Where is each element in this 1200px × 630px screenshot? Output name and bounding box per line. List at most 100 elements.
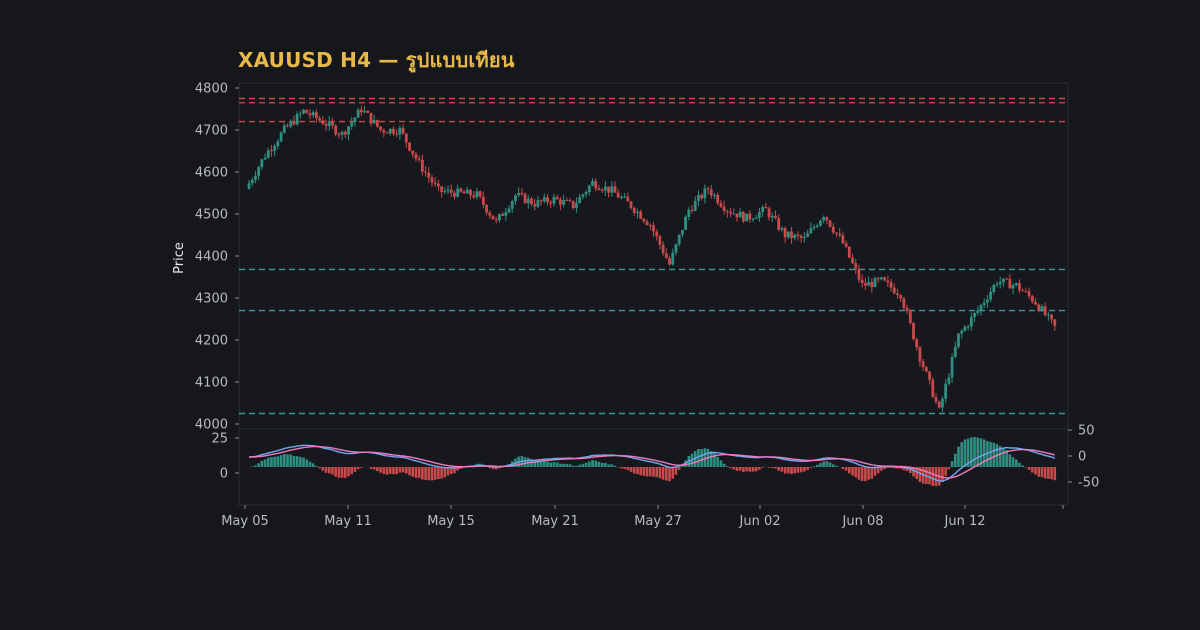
candle-body [632, 207, 636, 213]
candle-body [603, 186, 607, 191]
macd-histogram-bar [1021, 465, 1024, 467]
macd-histogram-bar [854, 467, 858, 478]
candle-body [437, 183, 440, 187]
signal-line [249, 445, 1055, 479]
candle-body [420, 159, 424, 172]
macd-histogram-bar [947, 467, 951, 470]
candle-body [658, 236, 662, 245]
candle-body [433, 182, 437, 184]
macd-histogram-bar [681, 465, 684, 467]
candle-body [289, 121, 293, 127]
candle-body [835, 232, 838, 234]
candle-body [382, 130, 386, 133]
macd-histogram-bar [289, 454, 293, 467]
candle-body [957, 333, 960, 347]
candle-body [353, 117, 357, 123]
macd-histogram-bar [340, 467, 344, 478]
candle-body [973, 313, 976, 318]
macd-histogram-bar [257, 463, 260, 467]
candle-body [870, 282, 874, 288]
macd-histogram-bar [405, 467, 408, 474]
candle-body [1002, 278, 1005, 283]
macd-histogram-bar [1027, 467, 1031, 470]
candle-body [992, 284, 996, 292]
macd-histogram-bar [976, 437, 980, 467]
macd-histogram-bar [758, 467, 761, 470]
candle-body [664, 253, 668, 259]
macd-histogram-bar [896, 467, 899, 469]
macd-histogram-bar [440, 467, 443, 479]
candle-body [860, 279, 864, 284]
y-tick-label: 4300 [195, 292, 228, 307]
candle-body [282, 125, 286, 133]
macd-histogram-bar [578, 464, 581, 467]
macd-histogram-bar [1002, 447, 1005, 467]
candle-body [918, 347, 922, 362]
macd-histogram-bar [909, 467, 912, 474]
macd-histogram-bar [902, 467, 906, 471]
candle-body [828, 220, 832, 227]
candle-body [677, 234, 681, 245]
macd-histogram-bar [533, 460, 537, 467]
candle-body [1011, 284, 1015, 289]
macd-histogram-bar [626, 467, 630, 471]
candle-body [578, 196, 582, 204]
macd-histogram-bar [982, 439, 986, 467]
candle-body [520, 192, 524, 194]
macd-histogram-bar [334, 467, 337, 477]
candle-body [774, 215, 777, 219]
macd-histogram-bar [286, 454, 289, 467]
macd-right-tick-label: 0 [1078, 450, 1086, 465]
candle-body [559, 199, 562, 205]
candle-body [761, 207, 765, 213]
macd-histogram-bar [668, 467, 671, 482]
macd-histogram-bar [276, 456, 280, 467]
candle-body [1053, 319, 1057, 326]
macd-histogram-bar [787, 467, 790, 474]
macd-histogram-bar [376, 467, 379, 472]
macd-histogram-bar [610, 464, 614, 467]
y-tick-label: 4100 [195, 376, 228, 391]
candle-body [526, 198, 530, 204]
x-tick-label: May 27 [634, 514, 682, 529]
candle-body [690, 209, 694, 211]
candle-body [687, 209, 691, 217]
candle-body [668, 258, 671, 265]
candle-body [825, 217, 829, 221]
macd-histogram-bar [613, 465, 617, 467]
candles [247, 105, 1057, 413]
candle-body [867, 282, 870, 286]
candle-body [388, 128, 392, 134]
candle-body [536, 200, 540, 207]
macd-histogram-bar [1040, 467, 1044, 478]
candle-body [1034, 301, 1037, 305]
candle-body [607, 186, 610, 193]
macd-histogram-bar [918, 467, 922, 483]
candle-body [966, 326, 970, 328]
candle-body [408, 142, 411, 151]
candle-body [311, 112, 315, 116]
macd-histogram-bar [822, 461, 825, 467]
candle-body [305, 109, 309, 114]
macd-histogram-bar [565, 463, 569, 467]
macd-histogram-bar [494, 467, 498, 470]
candle-body [719, 203, 723, 207]
candle-body [542, 197, 546, 202]
candle-body [1027, 291, 1031, 297]
macd-histogram-bar [623, 467, 626, 470]
candle-body [844, 243, 848, 247]
macd-left-tick-label: 25 [211, 432, 228, 447]
macd-histogram-bar [665, 467, 668, 481]
macd-histogram-bar [841, 467, 845, 470]
macd-histogram-bar [629, 467, 633, 472]
macd-histogram-bar [912, 467, 915, 477]
candle-body [530, 198, 533, 205]
macd-histogram-bar [315, 465, 318, 467]
candle-body [655, 231, 659, 237]
macd-histogram-bar [555, 462, 559, 467]
candle-body [713, 194, 716, 196]
macd-histogram-bar [1034, 467, 1037, 475]
macd-histogram-bar [581, 463, 585, 467]
macd-histogram-bar [892, 467, 896, 469]
candle-body [896, 293, 899, 296]
